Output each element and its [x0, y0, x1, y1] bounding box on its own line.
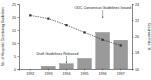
tick-mark: [120, 69, 121, 71]
tick-mark: [102, 69, 103, 71]
tick-label: 1994: [62, 72, 70, 76]
tick-label: 5: [14, 55, 16, 59]
tick: 24: [132, 3, 139, 7]
tick-label: 15: [12, 29, 16, 33]
x-axis-line: [20, 70, 133, 71]
marker: [29, 14, 31, 16]
tick-label: 16: [135, 68, 139, 72]
tick: 18: [132, 51, 139, 55]
tick-mark: [18, 69, 20, 70]
y-axis-line: [18, 5, 20, 70]
tick-label: 18: [135, 51, 139, 55]
annotation-arrowhead: [66, 62, 68, 63]
tick: 20: [132, 35, 139, 39]
tick-label: 24: [135, 3, 139, 7]
y2-axis: 16 18 20 22 24: [132, 3, 139, 72]
y2-axis-line: [133, 5, 134, 70]
tick-mark: [48, 69, 49, 71]
marker: [47, 18, 49, 20]
x-axis: 1992 1993 1994 1995 1996 1997: [20, 69, 133, 76]
y-axis-title: No. of Hospitals Distributing Guidelines: [1, 7, 5, 66]
y2-axis-title: Cesarean Rate, %: [147, 23, 151, 51]
tick: 1997: [117, 69, 125, 76]
annotation-arrow: [66, 56, 67, 63]
bar: [78, 59, 92, 69]
bar: [24, 69, 38, 70]
tick-label: 1995: [81, 72, 89, 76]
marker: [65, 24, 67, 26]
tick-label: 20: [12, 16, 16, 20]
tick-mark: [84, 69, 85, 71]
bar: [42, 66, 56, 69]
tick-label: 0: [14, 68, 16, 72]
tick: 1995: [81, 69, 89, 76]
tick-label: 1992: [26, 72, 34, 76]
tick-label: 20: [135, 35, 139, 39]
tick-mark: [132, 69, 134, 70]
plot: 1992 1993 1994 1995 1996 1997 0 5 10 15 20 25 16 18 20…: [12, 3, 139, 76]
tick-label: 25: [12, 3, 16, 7]
tick-mark: [18, 4, 20, 5]
tick-label: 22: [135, 19, 139, 23]
marker: [83, 31, 85, 33]
chart: 1992 1993 1994 1995 1996 1997 0 5 10 15 20 25 16 18 20…: [0, 0, 151, 80]
tick-mark: [132, 4, 134, 5]
marks: [29, 14, 127, 69]
tick: 16: [132, 68, 139, 72]
tick-mark: [132, 53, 134, 54]
tick-label: 1997: [117, 72, 125, 76]
tick: 15: [12, 29, 19, 33]
tick-mark: [30, 69, 31, 71]
tick: 25: [12, 3, 19, 7]
annotation: ODC Consensus Guidelines Issued: [74, 6, 131, 10]
tick: 22: [132, 19, 139, 23]
tick-mark: [132, 20, 134, 21]
tick-mark: [18, 56, 20, 57]
annotation-arrowhead: [102, 17, 104, 18]
tick-label: 10: [12, 42, 16, 46]
annotation-arrow: [102, 10, 103, 18]
tick: 20: [12, 16, 19, 20]
bar: [114, 40, 128, 69]
tick-label: 1996: [99, 72, 107, 76]
tick-mark: [66, 69, 67, 71]
tick: 5: [14, 55, 19, 59]
tick: 0: [14, 68, 19, 72]
bar: [96, 33, 110, 69]
tick: 1994: [62, 69, 70, 76]
tick: 1996: [99, 69, 107, 76]
tick-mark: [18, 43, 20, 44]
y-axis: 0 5 10 15 20 25: [12, 3, 20, 72]
tick-mark: [132, 37, 134, 38]
tick-label: 1993: [44, 72, 52, 76]
bar: [60, 64, 74, 69]
annotation: Draft Guidelines Released: [36, 52, 78, 56]
line: [30, 15, 120, 45]
marker: [102, 39, 104, 41]
tick-mark: [18, 17, 20, 18]
tick: 1993: [44, 69, 52, 76]
tick: 10: [12, 42, 19, 46]
tick: 1992: [26, 69, 34, 76]
annotations: Draft Guidelines Released ODC Consensus G…: [36, 6, 131, 63]
tick-mark: [18, 30, 20, 31]
marker: [120, 44, 122, 46]
